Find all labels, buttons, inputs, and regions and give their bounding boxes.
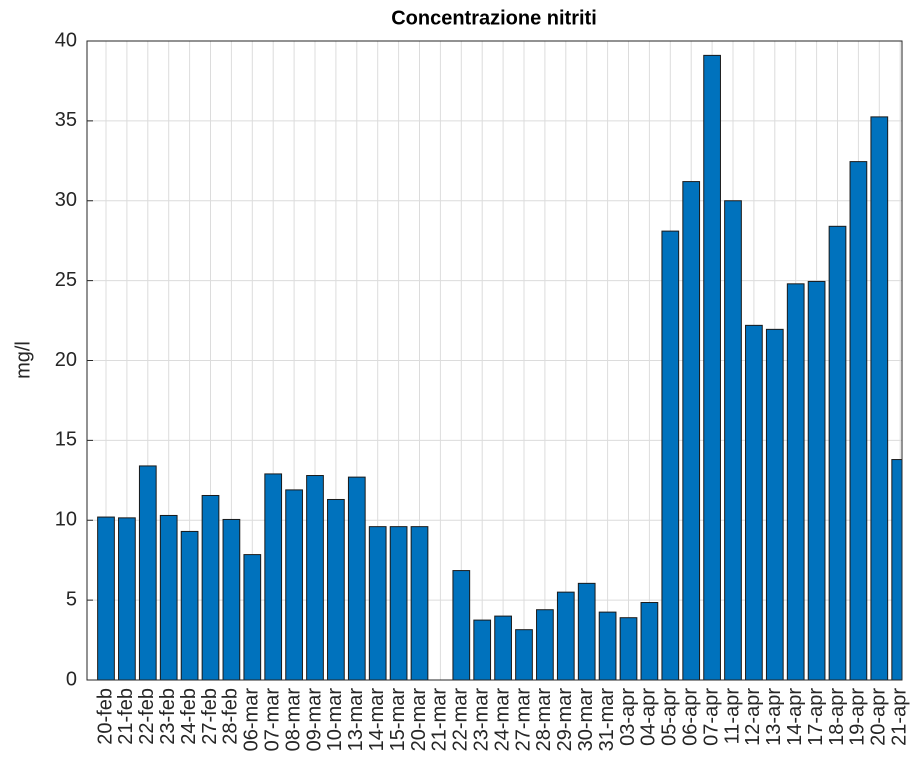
x-tick-label: 18-apr	[826, 688, 848, 746]
x-tick-label: 09-mar	[303, 688, 325, 752]
x-tick-label: 31-mar	[596, 688, 618, 752]
x-tick-label: 21-apr	[888, 688, 910, 746]
x-tick-label: 13-apr	[763, 688, 785, 746]
bar	[870, 116, 889, 680]
x-tick-label: 20-feb	[94, 688, 116, 745]
bar	[327, 498, 345, 680]
bar	[97, 516, 115, 680]
x-tick-label: 24-mar	[491, 688, 513, 752]
x-tick-label: 24-feb	[178, 688, 200, 745]
bar	[745, 324, 763, 680]
y-tick-label: 15	[55, 429, 77, 451]
bar	[494, 615, 512, 680]
bar	[703, 54, 721, 680]
x-tick-label: 15-mar	[387, 688, 409, 752]
bar	[598, 611, 617, 680]
x-tick-label: 06-apr	[679, 688, 701, 746]
bar	[828, 225, 847, 680]
x-tick-label: 14-apr	[784, 688, 806, 746]
bar	[118, 517, 136, 680]
bar	[306, 475, 324, 680]
bar	[347, 476, 366, 680]
x-tick-label: 12-apr	[742, 688, 764, 746]
x-tick-label: 23-feb	[157, 688, 179, 745]
x-tick-label: 07-mar	[261, 688, 283, 752]
y-tick-label: 40	[55, 29, 77, 51]
x-tick-label: 10-mar	[324, 688, 346, 752]
bar	[368, 526, 387, 680]
x-tick-label: 14-mar	[366, 688, 388, 752]
x-tick-label: 08-mar	[282, 688, 304, 752]
bar	[724, 200, 742, 680]
bar	[891, 459, 902, 680]
x-tick-label: 11-apr	[721, 688, 743, 745]
x-tick-label: 06-mar	[241, 688, 263, 752]
x-tick-label: 27-mar	[512, 688, 534, 752]
x-tick-label: 03-apr	[617, 688, 639, 746]
bar	[536, 609, 554, 680]
bar	[264, 473, 283, 680]
bar	[577, 582, 596, 680]
bar	[285, 489, 303, 680]
x-tick-label: 21-mar	[429, 688, 451, 752]
x-tick-label: 20-apr	[868, 688, 890, 746]
y-tick-label: 5	[66, 588, 77, 610]
x-tick-label: 22-mar	[450, 688, 472, 752]
bar	[849, 161, 868, 680]
bar	[180, 530, 199, 680]
bar	[661, 230, 680, 680]
y-tick-label: 0	[66, 668, 77, 690]
x-tick-label: 23-mar	[470, 688, 492, 752]
bar	[556, 591, 575, 680]
x-tick-label: 29-mar	[554, 688, 576, 752]
y-tick-label: 25	[55, 269, 77, 291]
x-tick-label: 27-feb	[199, 688, 221, 745]
bar	[640, 602, 659, 680]
bar	[619, 617, 638, 680]
bar	[515, 629, 533, 680]
x-tick-label: 07-apr	[700, 688, 722, 746]
bar	[201, 494, 220, 680]
bars	[97, 54, 902, 680]
x-tick-label: 28-mar	[533, 688, 555, 752]
y-tick-label: 20	[55, 349, 77, 371]
x-tick-label: 19-apr	[847, 688, 869, 746]
bar	[389, 526, 408, 680]
x-tick-label: 20-mar	[408, 688, 430, 752]
bar	[243, 554, 262, 680]
y-tick-label: 35	[55, 109, 77, 131]
x-tick-label: 05-apr	[659, 688, 681, 746]
bar	[452, 570, 471, 680]
x-tick-label: 22-feb	[136, 688, 158, 745]
x-tick-label: 21-feb	[115, 688, 137, 745]
bar	[807, 280, 826, 680]
bar	[138, 465, 157, 680]
bar	[159, 514, 178, 680]
bar	[410, 526, 429, 680]
bar	[765, 328, 784, 680]
x-tick-label: 28-feb	[220, 688, 242, 745]
x-tick-label: 13-mar	[345, 688, 367, 752]
y-tick-label: 10	[55, 509, 77, 531]
chart-title: Concentrazione nitriti	[391, 7, 597, 29]
x-tick-label: 04-apr	[638, 688, 660, 746]
y-tick-label: 30	[55, 189, 77, 211]
bar	[682, 181, 701, 680]
bar	[786, 283, 805, 680]
x-tick-label: 30-mar	[575, 688, 597, 752]
x-tick-label: 17-apr	[805, 688, 827, 746]
y-axis-label: mg/l	[12, 341, 34, 379]
bar	[473, 619, 492, 680]
bar	[222, 518, 241, 680]
